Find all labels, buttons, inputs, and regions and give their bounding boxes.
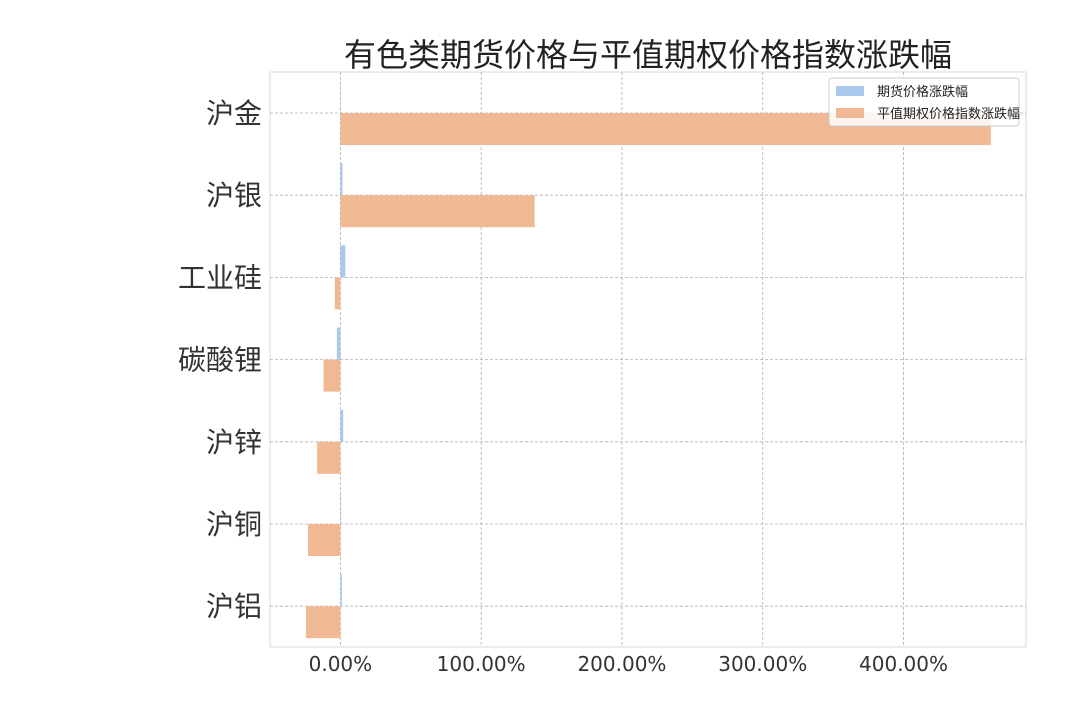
x-tick-label: 400.00% [859,652,948,676]
option-index-change-bar [323,359,341,392]
futures-change-bar [340,492,342,524]
option-index-change-bar [340,195,535,228]
x-tick-labels: 0.00% 100.00% 200.00% 300.00% 400.00% [309,652,948,676]
category-label: 沪银 [206,179,262,212]
option-index-change-bar [305,606,341,639]
category-label: 碳酸锂 [178,344,262,377]
x-tick-label: 100.00% [437,652,526,676]
category-label: 沪金 [206,97,262,130]
legend-label-options: 平值期权价格指数涨跌幅 [877,106,1020,122]
futures-change-bar [340,409,344,442]
chart-title: 有色类期货价格与平值期权价格指数涨跌幅 [344,36,952,74]
x-tick-label: 200.00% [577,652,666,676]
futures-change-bar [340,81,341,113]
futures-change-bar [336,327,341,360]
legend-label-futures: 期货价格涨跌幅 [877,84,968,100]
category-label: 沪铜 [206,508,262,541]
legend: 期货价格涨跌幅 平值期权价格指数涨跌幅 [828,77,1020,127]
legend-swatch-futures [836,86,864,96]
option-index-change-bar [317,441,341,474]
category-label: 沪铝 [206,590,262,623]
option-index-change-bar [308,524,341,556]
option-index-change-bar [334,277,341,310]
x-tick-label: 0.00% [309,652,373,676]
category-label: 工业硅 [178,261,262,294]
category-label: 沪锌 [206,426,262,459]
legend-box [828,77,1020,127]
futures-change-bar [340,163,343,196]
x-tick-label: 300.00% [718,652,807,676]
bars [305,81,991,639]
futures-change-bar [340,245,346,278]
grid-lines [270,72,1026,647]
futures-change-bar [340,574,342,607]
legend-swatch-options [836,108,864,118]
